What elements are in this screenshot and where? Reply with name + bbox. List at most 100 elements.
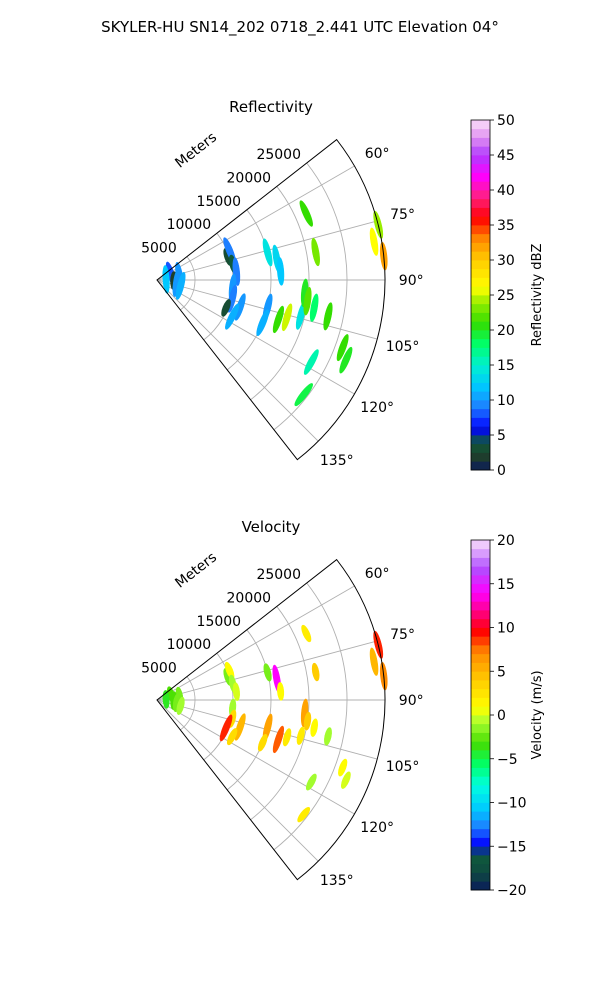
colorbar-tick-label: 0	[497, 463, 506, 479]
azimuth-tick-label: 105°	[386, 339, 420, 355]
echo-cell	[162, 690, 170, 709]
echo-cell	[324, 727, 332, 746]
radar-panel-reflectivity: Reflectivity 5000 10000 15000 20000 25000 Mete…	[141, 98, 545, 479]
echo-cell	[272, 305, 285, 334]
colorbar-tick-label: −15	[497, 839, 527, 855]
colorbar-segment	[471, 820, 490, 830]
colorbar-segment	[471, 251, 490, 261]
range-tick-label: 10000	[167, 637, 212, 653]
colorbar-segment	[471, 233, 490, 243]
colorbar-segment	[471, 645, 490, 655]
azimuth-spoke	[156, 699, 319, 862]
colorbar-segment	[471, 277, 490, 287]
colorbar-segment	[471, 653, 490, 663]
colorbar-segment	[471, 172, 490, 182]
echo-cell	[301, 624, 312, 643]
range-tick-label: 5000	[141, 661, 177, 677]
radar-panels: Reflectivity500010000150002000025000Mete…	[141, 98, 545, 899]
colorbar-tick-label: 30	[497, 253, 515, 269]
azimuth-tick-label: 105°	[386, 759, 420, 775]
range-ring	[250, 186, 310, 401]
colorbar-segment	[471, 540, 490, 550]
echo-cell	[338, 758, 348, 777]
echo-cell	[369, 227, 379, 256]
echo-cell	[323, 302, 333, 331]
echo-cell	[305, 773, 317, 791]
echo-cell	[263, 663, 272, 682]
echo-cell	[221, 299, 231, 317]
colorbar-segment	[471, 636, 490, 646]
range-tick-label: 15000	[197, 614, 242, 630]
azimuth-tick-label: 75°	[390, 207, 415, 223]
range-tick-label: 25000	[256, 147, 301, 163]
azimuth-tick-label: 120°	[360, 400, 394, 416]
colorbar-label: Velocity (m/s)	[530, 670, 545, 759]
range-tick-label: 10000	[167, 217, 212, 233]
echo-cell	[176, 696, 185, 715]
echo-cell	[339, 346, 353, 374]
azimuth-spoke	[156, 585, 355, 701]
colorbar-segment	[471, 575, 490, 585]
echo-cell	[257, 733, 268, 752]
echo-cell	[175, 271, 186, 300]
echo-cell	[256, 309, 270, 337]
colorbar-segment	[471, 391, 490, 401]
azimuth-spoke	[156, 279, 355, 395]
colorbar-segment	[471, 295, 490, 305]
range-ring	[226, 629, 272, 791]
colorbar-segment	[471, 163, 490, 173]
range-tick-label: 5000	[141, 241, 177, 257]
range-tick-label: 25000	[256, 567, 301, 583]
echo-cell	[219, 714, 233, 742]
colorbar-segment	[471, 846, 490, 856]
sector-outline	[156, 558, 386, 881]
range-tick-label: 20000	[227, 590, 272, 606]
colorbar-tick-label: 45	[497, 148, 515, 164]
colorbar-segment	[471, 688, 490, 698]
echo-cell	[303, 286, 312, 316]
echo-cell	[341, 771, 351, 789]
colorbar-segment	[471, 750, 490, 760]
colorbar-tick-label: 15	[497, 358, 515, 374]
figure-title: SKYLER-HU SN14_202 0718_2.441 UTC Elevat…	[101, 18, 499, 37]
echo-cell	[262, 238, 273, 267]
colorbar-segment	[471, 365, 490, 375]
colorbar-segment	[471, 566, 490, 576]
echo-cell	[282, 728, 292, 747]
range-axis-label: Meters	[172, 549, 220, 591]
colorbar-segment	[471, 303, 490, 313]
colorbar-segment	[471, 881, 490, 891]
colorbar-segment	[471, 776, 490, 786]
azimuth-tick-label: 60°	[365, 566, 390, 582]
colorbar-segment	[471, 312, 490, 322]
azimuth-tick-label: 60°	[365, 146, 390, 162]
colorbar-segment	[471, 741, 490, 751]
colorbar-segment	[471, 811, 490, 821]
colorbar-segment	[471, 207, 490, 217]
colorbar-segment	[471, 601, 490, 611]
echo-cell	[272, 725, 285, 754]
colorbar-segment	[471, 610, 490, 620]
colorbar-segment	[471, 146, 490, 156]
azimuth-spoke	[156, 699, 355, 815]
colorbar-segment	[471, 408, 490, 418]
colorbar-segment	[471, 452, 490, 462]
azimuth-tick-label: 135°	[320, 453, 354, 469]
range-ring	[226, 209, 272, 371]
azimuth-tick-label: 90°	[399, 693, 424, 709]
radar-panel-velocity: Velocity 5000 10000 15000 20000 25000 Meters 60…	[141, 518, 545, 899]
colorbar-tick-label: −10	[497, 796, 527, 812]
echo-cell	[234, 713, 246, 741]
panel-title: Velocity	[242, 518, 301, 536]
colorbar-segment	[471, 137, 490, 147]
colorbar-segment	[471, 347, 490, 357]
colorbar-segment	[471, 216, 490, 226]
colorbar-tick-label: 5	[497, 428, 506, 444]
colorbar-segment	[471, 128, 490, 138]
colorbar-tick-label: 0	[497, 708, 506, 724]
azimuth-tick-label: 135°	[320, 873, 354, 889]
colorbar-tick-label: −5	[497, 752, 518, 768]
colorbar-tick-label: 35	[497, 218, 515, 234]
colorbar-segment	[471, 382, 490, 392]
range-axis-label: Meters	[172, 129, 220, 171]
